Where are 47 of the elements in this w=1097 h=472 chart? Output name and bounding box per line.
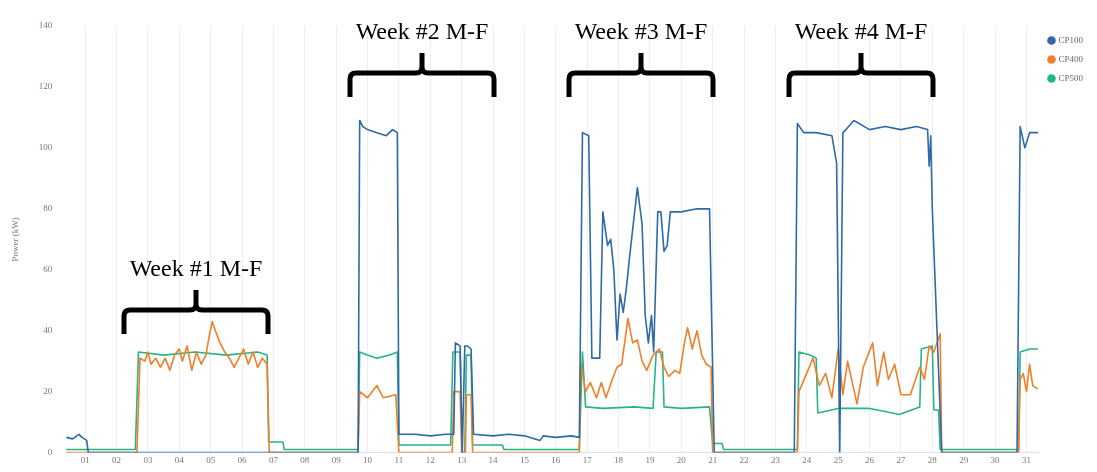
y-tick-label: 100 — [38, 142, 53, 153]
x-tick-label: 23 — [770, 455, 781, 466]
x-tick-label: 25 — [833, 455, 844, 466]
x-tick-label: 01 — [80, 455, 90, 466]
legend-label: CP500 — [1058, 72, 1084, 83]
x-tick-label: 21 — [708, 455, 718, 466]
x-tick-label: 22 — [739, 455, 749, 466]
x-tick-label: 30 — [990, 455, 1001, 466]
annotation: Week #2 M-F — [355, 18, 489, 44]
x-tick-label: 19 — [645, 455, 655, 466]
x-tick-label: 15 — [519, 455, 530, 466]
legend-label: CP400 — [1058, 53, 1084, 64]
x-tick-label: 03 — [143, 455, 153, 466]
y-tick-label: 140 — [38, 20, 53, 31]
x-tick-label: 11 — [394, 455, 404, 466]
y-axis-title: Power (kW) — [9, 217, 20, 262]
x-tick-label: 12 — [425, 455, 435, 466]
y-tick-label: 80 — [43, 203, 53, 214]
x-tick-label: 07 — [268, 455, 279, 466]
x-tick-label: 16 — [551, 455, 561, 466]
legend-label: CP100 — [1058, 34, 1084, 45]
annotation: Week #4 M-F — [794, 18, 928, 44]
x-tick-label: 20 — [676, 455, 687, 466]
y-tick-label: 20 — [43, 386, 53, 397]
x-tick-label: 28 — [927, 455, 938, 466]
x-tick-label: 17 — [582, 455, 593, 466]
x-tick-label: 09 — [331, 455, 342, 466]
annotation: Week #3 M-F — [574, 18, 708, 44]
y-tick-label: 120 — [38, 81, 53, 92]
x-tick-label: 08 — [300, 455, 310, 466]
x-tick-label: 02 — [112, 455, 121, 466]
x-tick-label: 05 — [206, 455, 216, 466]
x-tick-label: 04 — [174, 455, 185, 466]
y-tick-label: 60 — [43, 264, 53, 275]
y-tick-label: 40 — [43, 325, 53, 336]
x-tick-label: 29 — [959, 455, 969, 466]
x-tick-label: 18 — [614, 455, 624, 466]
x-tick-label: 06 — [237, 455, 248, 466]
x-tick-label: 27 — [896, 455, 906, 466]
x-tick-label: 10 — [363, 455, 373, 466]
x-tick-label: 26 — [865, 455, 875, 466]
x-tick-label: 14 — [488, 455, 499, 466]
x-tick-label: 31 — [1021, 455, 1031, 466]
x-tick-label: 13 — [457, 455, 467, 466]
annotation: Week #1 M-F — [129, 255, 263, 281]
y-tick-label: 0 — [47, 446, 53, 457]
x-tick-label: 24 — [802, 455, 812, 466]
